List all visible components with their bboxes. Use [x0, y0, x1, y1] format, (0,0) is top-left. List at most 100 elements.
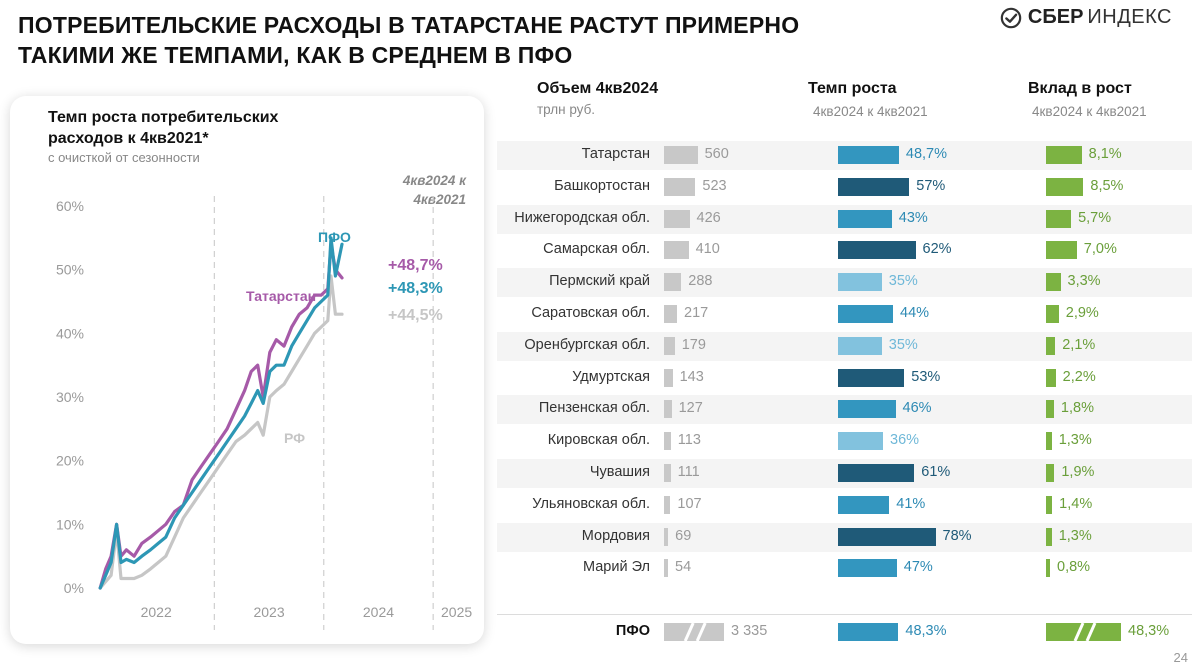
series-end-value-label: +48,3% [388, 280, 443, 297]
bar-break-marks [683, 623, 707, 641]
contribution-bar [1046, 400, 1054, 419]
growth-value-label: 36% [890, 432, 920, 449]
contribution-value-label: 1,3% [1058, 432, 1092, 449]
region-name: Башкортостан [554, 177, 650, 194]
growth-value-label: 35% [888, 273, 918, 290]
growth-bar [838, 146, 899, 164]
region-name: Оренбургская обл. [524, 336, 650, 353]
series-name-label: ПФО [318, 229, 351, 245]
volume-bar [664, 146, 698, 164]
volume-bar [664, 241, 689, 260]
volume-bar [664, 495, 671, 514]
region-name: Удмуртская [572, 368, 650, 385]
contribution-value-label: 5,7% [1078, 209, 1112, 226]
total-volume-value-label: 3 335 [731, 623, 768, 639]
check-circle-icon [1000, 7, 1022, 28]
contribution-bar [1046, 464, 1055, 482]
contribution-value-label: 1,4% [1059, 495, 1093, 512]
logo-text-bold: СБЕР [1027, 6, 1084, 28]
column-subtitle-volume: трлн руб. [537, 102, 596, 117]
contribution-bar [1046, 305, 1059, 323]
volume-bar [664, 368, 673, 387]
contribution-value-label: 8,5% [1090, 177, 1124, 194]
growth-bar [838, 527, 936, 546]
contribution-value-label: 8,1% [1088, 146, 1122, 162]
growth-value-label: 47% [903, 559, 933, 576]
bar-break-mark [1085, 623, 1097, 641]
growth-bar [838, 432, 883, 451]
volume-bar [664, 177, 696, 196]
contribution-value-label: 3,3% [1067, 273, 1101, 290]
growth-value-label: 46% [902, 400, 932, 417]
region-name: Самарская обл. [543, 241, 650, 258]
region-name: Саратовская обл. [531, 305, 650, 321]
x-year-label: 2023 [253, 604, 284, 620]
growth-value-label: 61% [921, 464, 951, 480]
y-tick-label: 40% [56, 325, 84, 341]
volume-value-label: 179 [681, 336, 706, 353]
total-contribution-bar [1046, 623, 1121, 641]
growth-bar [838, 368, 905, 387]
bar-break-mark [683, 623, 695, 641]
growth-value-label: 57% [916, 177, 946, 194]
volume-bar [664, 273, 682, 292]
volume-value-label: 107 [677, 495, 702, 512]
growth-bar [838, 400, 896, 419]
y-tick-label: 0% [64, 580, 84, 596]
region-name: Ульяновская обл. [532, 495, 650, 512]
growth-value-label: 43% [898, 209, 928, 226]
volume-value-label: 410 [695, 241, 720, 258]
x-year-label: 2025 [441, 604, 472, 620]
line-chart-period-label: 4кв2024 к 4кв2021 [402, 173, 466, 207]
growth-bar [838, 336, 882, 355]
contribution-value-label: 2,1% [1062, 336, 1096, 353]
growth-bar [838, 177, 910, 196]
column-title-growth: Темп роста [808, 80, 897, 97]
volume-value-label: 560 [704, 146, 729, 162]
total-growth-bar [838, 623, 899, 641]
series-end-value-label: +48,7% [388, 257, 443, 274]
region-name: Пермский край [549, 273, 650, 290]
region-name: Пензенская обл. [538, 400, 650, 417]
growth-bar [838, 273, 882, 292]
series-line [98, 242, 344, 590]
contribution-bar [1046, 559, 1050, 578]
contribution-bar [1046, 241, 1077, 260]
growth-bar [838, 464, 915, 482]
volume-bar [664, 336, 675, 355]
page-title-line-2: ТАКИМИ ЖЕ ТЕМПАМИ, КАК В СРЕДНЕМ В ПФО [18, 42, 573, 68]
growth-bar [838, 305, 893, 323]
total-volume-bar [664, 623, 724, 641]
total-contribution-value-label: 48,3% [1128, 623, 1170, 639]
growth-value-label: 41% [896, 495, 926, 512]
region-name: Мордовия [581, 527, 650, 544]
series-line [98, 236, 344, 590]
column-subtitle-contribution: 4кв2024 к 4кв2021 [1032, 104, 1147, 119]
y-tick-label: 60% [56, 198, 84, 214]
volume-value-label: 113 [677, 432, 701, 449]
volume-value-label: 288 [688, 273, 713, 290]
growth-value-label: 78% [942, 527, 972, 544]
volume-value-label: 111 [677, 464, 700, 480]
volume-bar [664, 527, 669, 546]
x-year-label: 2024 [363, 604, 394, 620]
volume-value-label: 143 [679, 368, 704, 385]
bar-break-mark [695, 623, 707, 641]
region-name: Нижегородская обл. [514, 209, 650, 226]
page-number: 24 [1173, 650, 1188, 665]
bar-break-marks [1073, 623, 1097, 641]
contribution-value-label: 1,3% [1058, 527, 1092, 544]
total-separator-line [497, 614, 1192, 615]
x-year-label: 2022 [141, 604, 172, 620]
contribution-value-label: 2,2% [1062, 368, 1096, 385]
growth-value-label: 53% [911, 368, 941, 385]
contribution-value-label: 7,0% [1083, 241, 1117, 258]
y-tick-label: 30% [56, 389, 84, 405]
logo-text-light: ИНДЕКС [1087, 6, 1172, 28]
total-region-name: ПФО [615, 623, 650, 639]
contribution-bar [1046, 177, 1084, 196]
region-name: Чувашия [589, 464, 650, 480]
growth-value-label: 48,7% [905, 146, 947, 162]
growth-value-label: 35% [888, 336, 918, 353]
line-chart: 0% 10% 20% 30% 40% 50% 60% 2022 2023 2024 2025 Тата… [56, 196, 472, 630]
